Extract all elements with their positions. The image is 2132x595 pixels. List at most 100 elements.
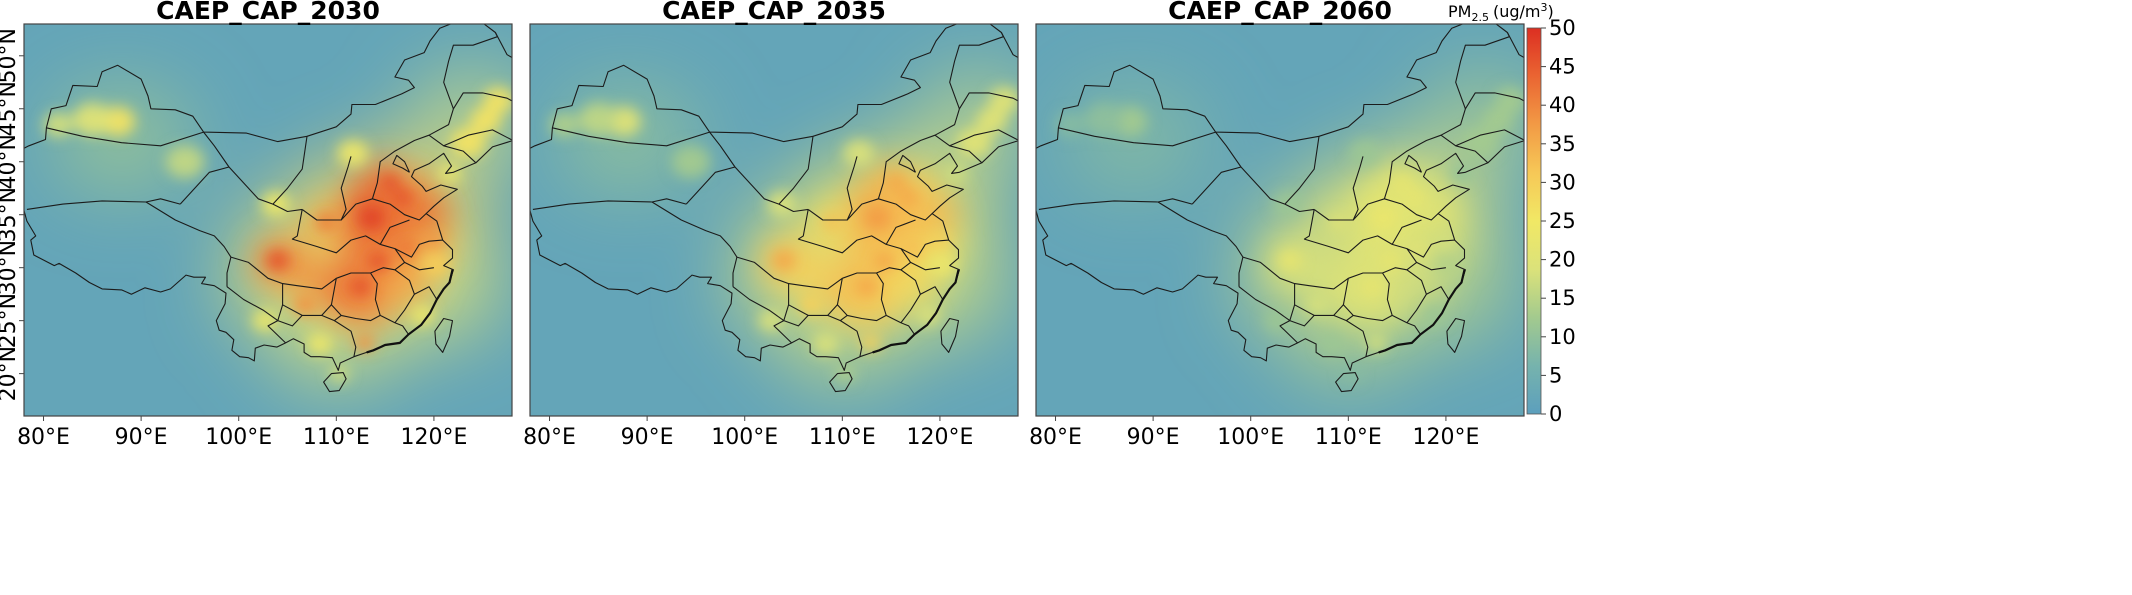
pm25-hotspot — [349, 277, 372, 296]
lon-tick-label: 110°E — [809, 425, 876, 450]
pm25-hotspot — [307, 333, 333, 355]
province-boundary — [1191, 166, 1242, 205]
province-boundary — [226, 256, 232, 287]
lon-tick-label: 110°E — [303, 425, 370, 450]
province-boundary — [1303, 209, 1408, 254]
province-boundary — [920, 286, 944, 300]
lon-tick-label: 90°E — [115, 425, 168, 450]
province-boundary — [330, 278, 381, 322]
pm25-regional-band — [559, 89, 696, 192]
province-boundary — [1406, 248, 1446, 271]
province-boundary — [773, 320, 792, 344]
lon-tick-label: 100°E — [205, 425, 272, 450]
pm25-hotspot — [165, 145, 205, 179]
pm25-regional-band — [53, 89, 190, 192]
province-boundary — [807, 156, 858, 221]
province-boundary — [934, 92, 1018, 136]
pm25-hotspot — [1278, 250, 1302, 271]
province-boundary — [885, 314, 915, 335]
pm25-field — [530, 24, 1018, 416]
province-boundary — [379, 314, 409, 335]
lon-tick-label: 80°E — [523, 425, 576, 450]
pm25-hotspot — [813, 333, 839, 355]
province-boundary — [949, 129, 1018, 147]
panel-title: CAEP_CAP_2030 — [156, 0, 380, 25]
lat-tick-label: 30°N — [0, 240, 21, 295]
pm25-hotspot — [1389, 260, 1444, 307]
province-boundary — [1404, 154, 1422, 173]
lon-tick-label: 120°E — [906, 425, 973, 450]
province-boundary — [414, 286, 438, 300]
colorbar-tick-label: 30 — [1549, 170, 1576, 194]
colorbar-tick-label: 45 — [1549, 55, 1576, 79]
pm25-hotspot — [886, 174, 906, 192]
pm25-hotspot — [1366, 334, 1387, 352]
pm25-hotspot — [1371, 207, 1396, 228]
boundaries — [530, 24, 1018, 393]
province-boundary — [846, 134, 936, 221]
pm25-hotspot — [1319, 333, 1345, 355]
province-boundary — [934, 134, 983, 164]
pm25-hotspot — [865, 207, 890, 228]
province-boundary — [1455, 129, 1524, 147]
pm25-hotspot — [855, 277, 878, 296]
province-boundary — [46, 127, 204, 147]
panel-title: CAEP_CAP_2035 — [662, 0, 886, 25]
pm25-hotspot — [277, 252, 327, 294]
colorbar-tick-label: 5 — [1549, 363, 1562, 387]
province-boundary — [1215, 131, 1315, 213]
province-boundary — [732, 286, 785, 322]
province-boundary — [797, 209, 902, 254]
province-boundary — [1348, 261, 1417, 279]
colorbar-tick-label: 25 — [1549, 209, 1576, 233]
lat-tick-label: 35°N — [0, 187, 21, 242]
pm25-hotspot — [482, 87, 512, 114]
pm25-hotspot — [799, 294, 823, 315]
province-boundary — [778, 136, 814, 205]
colorbar-title-superscript: 3 — [1540, 1, 1547, 14]
province-boundary — [443, 129, 512, 147]
pm25-hotspot — [767, 191, 797, 217]
lon-tick-label: 110°E — [1315, 425, 1382, 450]
province-boundary — [1455, 32, 1510, 109]
southeast-coastline — [366, 269, 454, 354]
pm25-hotspot — [1408, 240, 1429, 257]
pm25-hotspot — [392, 189, 413, 207]
colorbar-title-close: ) — [1547, 2, 1553, 21]
province-boundary — [1289, 304, 1315, 327]
province-boundary — [1426, 286, 1450, 300]
province-boundary — [1342, 278, 1393, 322]
province-boundary — [1440, 92, 1524, 136]
pm25-hotspot — [902, 240, 923, 257]
panel-frame — [1035, 23, 1525, 417]
pm25-hotspot — [860, 334, 881, 352]
pm25-hotspot — [1055, 112, 1085, 138]
province-boundary — [1391, 219, 1422, 245]
province-boundary — [651, 201, 738, 258]
lon-tick-label: 100°E — [711, 425, 778, 450]
pm25-hotspot — [316, 214, 335, 230]
pm25-hotspot — [1264, 309, 1290, 332]
province-boundary — [392, 154, 410, 173]
pm25-hotspot — [293, 294, 317, 315]
pm25-hotspot — [930, 234, 948, 250]
province-boundary — [277, 304, 303, 327]
pm25-hotspot — [1273, 191, 1303, 217]
province-boundary — [291, 209, 396, 254]
pm25-hotspot — [916, 305, 940, 326]
province-boundary — [1238, 256, 1244, 287]
pm25-hotspot — [266, 250, 290, 271]
pm25-hotspot — [1084, 102, 1124, 136]
hainan-boundary — [1335, 372, 1359, 393]
hainan-boundary — [829, 372, 853, 393]
pm25-hotspot — [1341, 365, 1362, 382]
pm25-hotspot — [1482, 107, 1514, 134]
panel-frame — [23, 23, 513, 417]
province-boundary — [709, 131, 809, 213]
pm25-hotspot — [1349, 139, 1381, 167]
lat-tick-label: 40°N — [0, 134, 21, 189]
pm25-hotspot — [261, 191, 291, 217]
province-boundary — [842, 261, 911, 279]
pm25-hotspot — [671, 145, 711, 179]
